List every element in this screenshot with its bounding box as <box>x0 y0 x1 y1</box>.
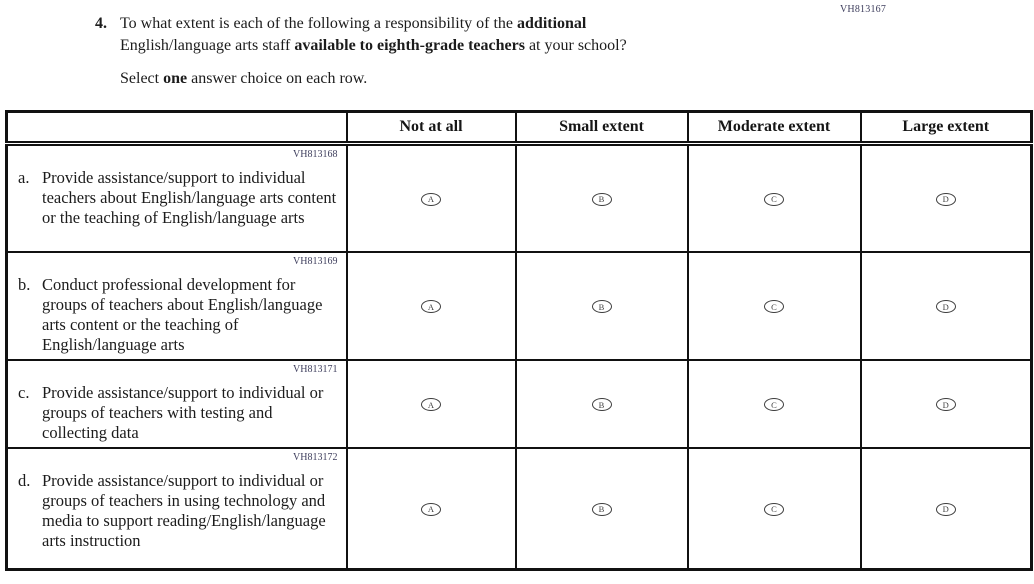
answer-cell: B <box>514 446 689 571</box>
question-block: 4. To what extent is each of the followi… <box>95 13 715 89</box>
item-id-label: VH813168 <box>293 149 338 160</box>
radio-option-c[interactable]: C <box>764 503 784 516</box>
question-text: To what extent is each of the following … <box>120 15 627 54</box>
answer-cell: C <box>686 358 862 449</box>
item-letter: a. <box>18 168 30 187</box>
answer-cell: B <box>514 250 689 361</box>
item-letter: c. <box>18 382 30 402</box>
item-text: Provide assistance/support to individual… <box>42 382 324 442</box>
answer-cell: B <box>514 358 689 449</box>
radio-option-c[interactable]: C <box>764 398 784 412</box>
question-instruction: Select one answer choice on each row. <box>120 70 368 87</box>
item-stub: VH813169 b. Conduct professional develop… <box>5 250 348 361</box>
header-row: Not at all Small extent Moderate extent … <box>5 110 1033 146</box>
answer-cell: A <box>345 358 517 449</box>
radio-option-b[interactable]: B <box>591 503 612 516</box>
answer-cell: D <box>859 142 1033 253</box>
item-text: Provide assistance/support to individual… <box>42 168 337 227</box>
item-stub: VH813168 a. Provide assistance/support t… <box>5 142 348 253</box>
column-header-small-extent: Small extent <box>514 110 689 146</box>
item-stub: VH813172 d. Provide assistance/support t… <box>5 446 348 571</box>
column-header-large-extent: Large extent <box>859 110 1033 146</box>
item-id-label: VH813172 <box>293 451 338 463</box>
radio-option-b[interactable]: B <box>591 193 612 206</box>
radio-option-d[interactable]: D <box>935 398 956 412</box>
item-text: Provide assistance/support to individual… <box>42 470 326 550</box>
question-number: 4. <box>95 15 107 32</box>
answer-cell: D <box>859 446 1033 571</box>
answer-cell: D <box>859 250 1033 361</box>
column-header-not-at-all: Not at all <box>345 110 517 146</box>
stub-header-cell <box>5 110 348 146</box>
item-letter: b. <box>18 274 31 294</box>
table-row: VH813172 d. Provide assistance/support t… <box>5 446 1033 571</box>
table-row: VH813168 a. Provide assistance/support t… <box>5 142 1033 253</box>
page-accession-id: VH813167 <box>840 4 887 15</box>
item-text: Conduct professional development for gro… <box>42 274 323 354</box>
radio-option-c[interactable]: C <box>764 193 784 206</box>
item-stub: VH813171 c. Provide assistance/support t… <box>5 358 348 449</box>
answer-cell: A <box>345 142 517 253</box>
radio-option-a[interactable]: A <box>421 398 441 412</box>
answer-cell: A <box>345 446 517 571</box>
answer-cell: C <box>686 142 862 253</box>
answer-cell: D <box>859 358 1033 449</box>
answer-cell: C <box>686 446 862 571</box>
answer-cell: C <box>686 250 862 361</box>
column-header-moderate-extent: Moderate extent <box>686 110 862 146</box>
table-row: VH813171 c. Provide assistance/support t… <box>5 358 1033 449</box>
table-row: VH813169 b. Conduct professional develop… <box>5 250 1033 361</box>
radio-option-a[interactable]: A <box>421 300 441 314</box>
radio-option-d[interactable]: D <box>935 193 956 206</box>
radio-option-d[interactable]: D <box>935 300 956 314</box>
radio-option-a[interactable]: A <box>421 193 441 206</box>
radio-option-b[interactable]: B <box>591 300 612 314</box>
item-letter: d. <box>18 470 31 490</box>
response-matrix-table: Not at all Small extent Moderate extent … <box>5 110 1033 571</box>
radio-option-a[interactable]: A <box>421 503 441 516</box>
radio-option-b[interactable]: B <box>591 398 612 412</box>
answer-cell: B <box>514 142 689 253</box>
radio-option-c[interactable]: C <box>764 300 784 314</box>
item-id-label: VH813171 <box>293 363 338 375</box>
answer-cell: A <box>345 250 517 361</box>
radio-option-d[interactable]: D <box>935 503 956 516</box>
item-id-label: VH813169 <box>293 255 338 267</box>
